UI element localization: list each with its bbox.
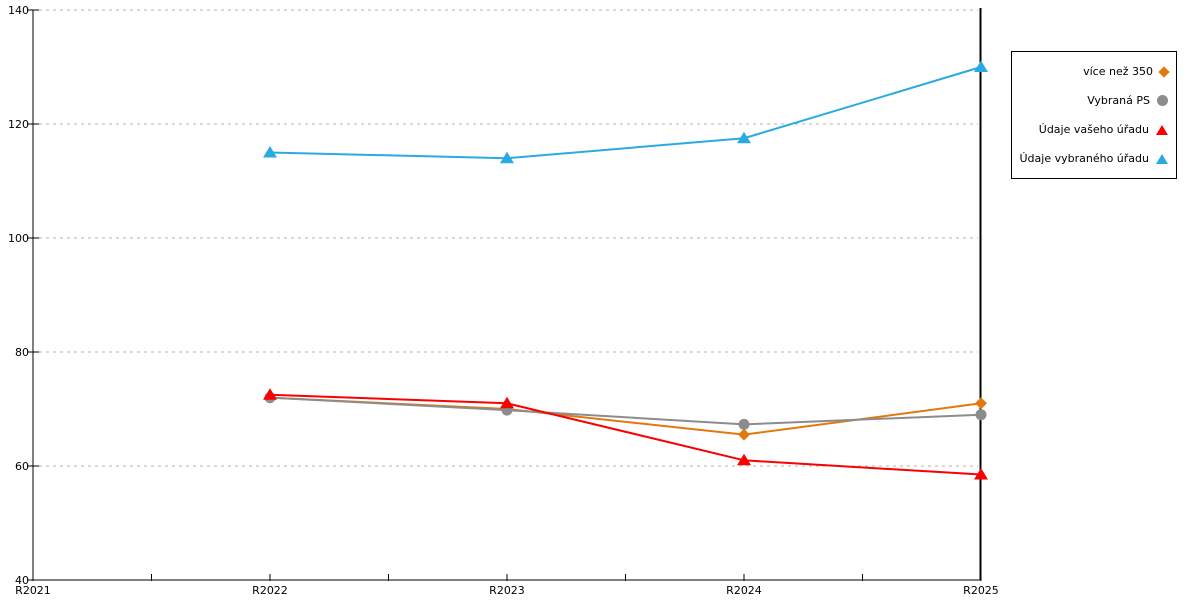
data-point-triangle xyxy=(737,453,751,466)
y-tick-label: 40 xyxy=(15,574,29,587)
x-tick-label: R2022 xyxy=(252,584,288,597)
data-point-triangle xyxy=(737,131,751,144)
legend-label: Údaje vybraného úřadu xyxy=(1019,152,1150,165)
legend-item: Údaje vašeho úřadu xyxy=(1020,115,1168,144)
data-point-triangle xyxy=(263,388,277,400)
y-tick-label: 140 xyxy=(8,4,29,17)
legend-circle-icon xyxy=(1157,95,1168,106)
legend-triangle-icon xyxy=(1156,153,1168,164)
y-tick-label: 60 xyxy=(15,460,29,473)
legend-item: Vybraná PS xyxy=(1020,86,1168,115)
y-tick-label: 120 xyxy=(8,118,29,131)
series-line xyxy=(269,66,982,160)
legend-label: Vybraná PS xyxy=(1087,94,1150,107)
legend-label: více než 350 xyxy=(1083,65,1153,78)
data-point-triangle xyxy=(500,396,514,409)
y-tick-label: 100 xyxy=(8,232,29,245)
data-point-circle xyxy=(738,418,750,430)
x-tick-label: R2025 xyxy=(963,584,999,597)
data-point-diamond xyxy=(975,397,987,410)
series-line xyxy=(269,396,982,426)
legend-label: Údaje vašeho úřadu xyxy=(1038,123,1149,136)
legend: více než 350 Vybraná PS Údaje vašeho úřadu… xyxy=(1011,51,1177,179)
data-point-triangle xyxy=(500,151,514,164)
data-point-triangle xyxy=(974,60,988,72)
x-tick-label: R2023 xyxy=(489,584,525,597)
y-tick-label: 80 xyxy=(15,346,29,359)
legend-triangle-icon xyxy=(1156,124,1168,135)
data-point-triangle xyxy=(263,146,277,158)
data-point-circle xyxy=(975,409,987,421)
series-line xyxy=(269,393,982,476)
legend-diamond-icon xyxy=(1158,65,1170,78)
legend-item: Údaje vybraného úřadu xyxy=(1020,144,1168,173)
legend-item: více než 350 xyxy=(1020,57,1170,86)
data-point-diamond xyxy=(738,428,750,441)
x-tick-label: R2021 xyxy=(15,584,51,597)
data-point-triangle xyxy=(974,468,988,480)
x-tick-label: R2024 xyxy=(726,584,762,597)
